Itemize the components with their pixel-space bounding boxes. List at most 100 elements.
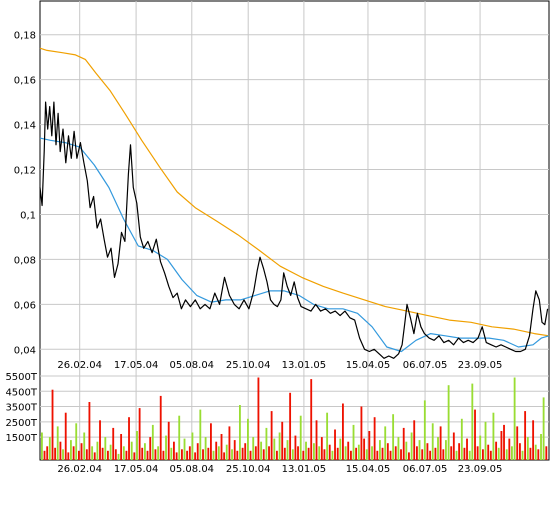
price-series-close — [39, 101, 549, 359]
volume-bar — [297, 446, 299, 460]
volume-bar — [173, 441, 175, 460]
volume-bar — [487, 444, 490, 460]
volume-bar — [165, 435, 167, 460]
volume-bar — [357, 444, 360, 460]
volume-bar — [273, 438, 276, 460]
volume-bar — [452, 432, 455, 460]
volume-bar — [170, 447, 173, 460]
volume-bar — [413, 420, 416, 460]
volume-bar — [495, 441, 498, 460]
volume-bar — [233, 440, 236, 460]
volume-bar — [471, 383, 474, 460]
price-y-tick-label: 0,08 — [14, 255, 36, 266]
volume-bar — [479, 435, 482, 460]
volume-x-ticks: 26.02.04 17.05.04 05.08.04 25.10.04 13.01.05… — [57, 464, 502, 475]
volume-bar — [109, 444, 112, 460]
volume-bar — [299, 415, 302, 460]
volume-bar — [310, 379, 313, 460]
volume-x-tick-label: 26.02.04 — [57, 464, 102, 475]
volume-y-tick-label: 2500T — [5, 418, 37, 429]
volume-bar — [379, 440, 381, 460]
volume-bar — [257, 377, 260, 460]
volume-bar — [204, 437, 207, 460]
volume-bar — [476, 446, 479, 460]
price-x-tick-label: 15.04.05 — [346, 360, 391, 371]
volume-bar — [394, 446, 397, 460]
volume-bar — [305, 441, 307, 460]
volume-bar — [350, 450, 352, 460]
volume-bar — [178, 415, 181, 460]
price-y-tick-label: 0,12 — [14, 166, 36, 177]
volume-bar — [67, 452, 70, 460]
volume-bar — [207, 447, 210, 460]
volume-bar — [542, 397, 545, 460]
volume-bar — [54, 447, 57, 460]
volume-bar — [186, 450, 189, 460]
volume-bar — [181, 449, 183, 460]
volume-bar — [508, 438, 511, 460]
volume-bar — [220, 434, 223, 460]
volume-bar — [56, 426, 59, 460]
volume-bar — [416, 446, 418, 460]
volume-bar — [80, 443, 83, 460]
volume-bar — [334, 429, 336, 460]
volume-bar — [162, 450, 165, 460]
volume-bar — [426, 443, 429, 460]
volume-bar — [59, 441, 62, 460]
volume-bar — [93, 452, 96, 460]
price-x-tick-label: 26.02.04 — [57, 360, 102, 371]
volume-bar — [434, 447, 437, 460]
volume-bar — [445, 440, 447, 460]
price-y-tick-label: 0,06 — [14, 300, 36, 311]
volume-bar — [51, 389, 54, 460]
volume-bar — [318, 446, 321, 460]
volume-bar — [88, 402, 91, 460]
volume-bar — [339, 438, 342, 460]
volume-bar — [347, 441, 350, 460]
volume-bar — [405, 441, 408, 460]
volume-bar — [545, 446, 548, 460]
volume-bar — [286, 440, 289, 460]
volume-bar — [289, 392, 292, 460]
volume-bar — [78, 450, 80, 460]
volume-bar — [400, 449, 402, 460]
volume-bar — [157, 446, 160, 460]
volume-bar — [342, 403, 344, 460]
price-y-ticks: 0,04 0,06 0,08 0,1 0,12 0,14 0,16 0,18 — [14, 31, 36, 357]
volume-bar — [254, 446, 257, 460]
volume-bar — [540, 434, 542, 460]
volume-bar — [262, 449, 265, 460]
volume-bar — [384, 426, 387, 460]
volume-bar — [278, 432, 281, 460]
volume-bar — [532, 420, 535, 460]
volume-bar — [381, 447, 384, 460]
volume-bar — [212, 450, 215, 460]
volume-bar — [302, 450, 305, 460]
volume-bar — [505, 449, 508, 460]
volume-bar — [136, 431, 138, 460]
volume-bar — [408, 452, 410, 460]
volume-bar — [429, 450, 432, 460]
volume-bar — [144, 443, 146, 460]
volume-bar — [521, 450, 524, 460]
volume-bar — [511, 446, 513, 460]
volume-y-ticks: 1500T 2500T 3500T 4500T 5500T — [5, 372, 37, 444]
volume-bar — [167, 421, 170, 460]
volume-bar — [83, 432, 86, 460]
volume-bar — [328, 444, 331, 460]
volume-bar — [154, 449, 157, 460]
volume-bar — [368, 431, 371, 460]
volume-panel: 1500T 2500T 3500T 4500T 5500T 26.02.04 17.05.… — [5, 372, 550, 475]
volume-bar — [231, 449, 233, 460]
volume-bar — [249, 450, 252, 460]
volume-bar — [500, 431, 503, 460]
volume-bar — [43, 450, 46, 460]
volume-bar — [360, 406, 363, 460]
volume-y-tick-label: 4500T — [5, 387, 37, 398]
volume-bar — [365, 449, 368, 460]
volume-bar — [534, 444, 537, 460]
volume-bar — [386, 443, 389, 460]
volume-bar — [202, 449, 204, 460]
volume-bar — [497, 447, 500, 460]
volume-x-tick-label: 23.09.05 — [458, 464, 503, 475]
